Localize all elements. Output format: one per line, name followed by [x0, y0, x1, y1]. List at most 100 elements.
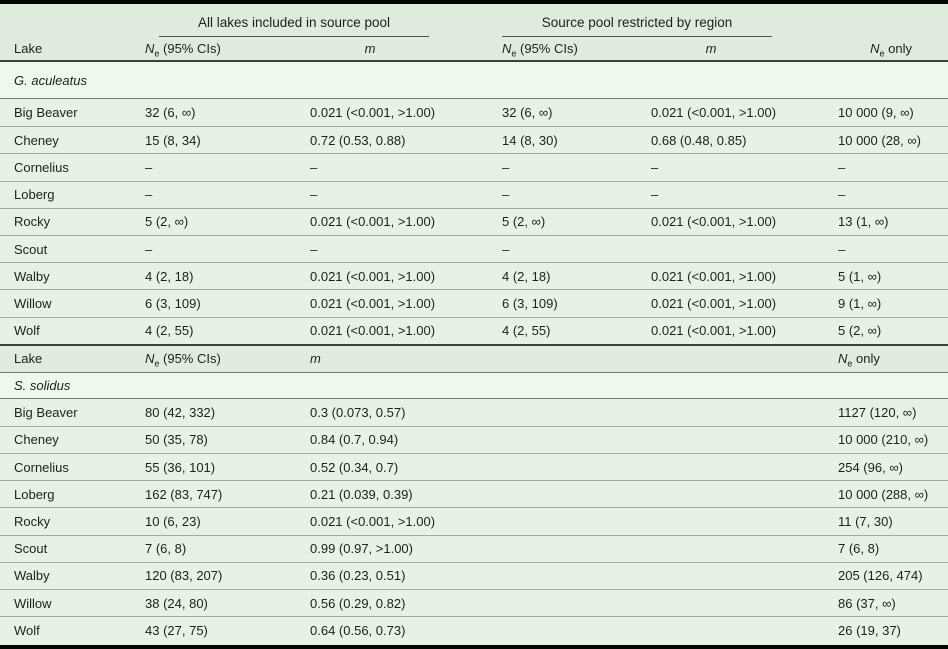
table-row: Willow 38 (24, 80) 0.56 (0.29, 0.82) 86 (37…: [0, 589, 948, 616]
mid-header-ne-only: Ne only: [838, 351, 880, 369]
cell-lake: Rocky: [14, 514, 51, 530]
cell-ne-region: 4 (2, 55): [502, 323, 551, 339]
second-header-row: Lake Ne (95% CIs) m Ne only: [0, 343, 948, 373]
cell-lake: Loberg: [14, 187, 55, 203]
cell-ne-region: 6 (3, 109): [502, 295, 558, 311]
cell-m-all: 0.021 (<0.001, >1.00): [310, 105, 436, 121]
cell-ne-all: 4 (2, 18): [145, 268, 194, 284]
cell-lake: Willow: [14, 595, 52, 611]
cell-ne-only: 11 (7, 30): [838, 514, 893, 530]
table-row: Walby 4 (2, 18) 0.021 (<0.001, >1.00) 4 (2,…: [0, 262, 948, 289]
table-row: Rocky 5 (2, ∞) 0.021 (<0.001, >1.00) 5 (2, …: [0, 207, 948, 235]
cell-ne-all: 4 (2, 55): [145, 323, 194, 339]
cell-m-all: 0.021 (<0.001, >1.00): [310, 323, 436, 339]
cell-ne-all: 10 (6, 23): [145, 514, 201, 530]
cell-ne-all: 5 (2, ∞): [145, 214, 189, 230]
table-row: Big Beaver 32 (6, ∞) 0.021 (<0.001, >1.00)…: [0, 99, 948, 126]
cell-m-region: –: [651, 187, 659, 203]
cell-ne-only: 10 000 (28, ∞): [838, 132, 921, 148]
cell-lake: Wolf: [14, 622, 40, 638]
cell-m-all: –: [310, 159, 318, 175]
table-row: Cheney 15 (8, 34) 0.72 (0.53, 0.88) 14 (8, …: [0, 126, 948, 153]
cell-ne-only: 254 (96, ∞): [838, 459, 903, 475]
cell-ne-region: –: [502, 159, 510, 175]
cell-m-all: 0.021 (<0.001, >1.00): [310, 295, 436, 311]
table-row: Loberg 162 (83, 747) 0.21 (0.039, 0.39) 10 …: [0, 480, 948, 507]
table-row: Loberg – – – – –: [0, 180, 948, 208]
cell-m-region: 0.021 (<0.001, >1.00): [651, 214, 777, 230]
table-row: Cheney 50 (35, 78) 0.84 (0.7, 0.94) 10 000 …: [0, 425, 948, 453]
cell-m-all: 0.21 (0.039, 0.39): [310, 486, 413, 502]
cell-lake: Loberg: [14, 486, 55, 502]
mid-header-ne: Ne (95% CIs): [145, 351, 221, 369]
cell-ne-only: 9 (1, ∞): [838, 295, 882, 311]
cell-ne-region: 14 (8, 30): [502, 132, 558, 148]
cell-m-all: 0.64 (0.56, 0.73): [310, 622, 406, 638]
cell-lake: Walby: [14, 268, 50, 284]
cell-m-region: –: [651, 159, 659, 175]
table-row: Cornelius – – – – –: [0, 153, 948, 180]
cell-m-all: 0.72 (0.53, 0.88): [310, 132, 406, 148]
column-header-ne-region: Ne (95% CIs): [502, 41, 578, 59]
results-table: All lakes included in source pool Source…: [0, 4, 948, 643]
cell-m-region: 0.68 (0.48, 0.85): [651, 132, 747, 148]
cell-m-all: 0.3 (0.073, 0.57): [310, 404, 406, 420]
table-header: All lakes included in source pool Source…: [0, 4, 948, 62]
cell-ne-all: 50 (35, 78): [145, 432, 208, 448]
cell-m-all: 0.021 (<0.001, >1.00): [310, 268, 436, 284]
cell-ne-only: 205 (126, 474): [838, 568, 923, 584]
cell-m-region: 0.021 (<0.001, >1.00): [651, 323, 777, 339]
cell-ne-all: 120 (83, 207): [145, 568, 223, 584]
cell-lake: Scout: [14, 241, 48, 257]
cell-lake: Cheney: [14, 132, 59, 148]
cell-m-region: 0.021 (<0.001, >1.00): [651, 105, 777, 121]
table-row: Rocky 10 (6, 23) 0.021 (<0.001, >1.00) 11 (…: [0, 507, 948, 534]
table-row: Walby 120 (83, 207) 0.36 (0.23, 0.51) 205 (…: [0, 561, 948, 589]
cell-ne-region: –: [502, 241, 510, 257]
cell-ne-region: 32 (6, ∞): [502, 105, 553, 121]
column-header-ne-only: Ne only: [870, 41, 912, 59]
cell-ne-only: 10 000 (210, ∞): [838, 432, 929, 448]
cell-lake: Willow: [14, 295, 52, 311]
mid-header-m: m: [310, 351, 321, 367]
column-header-m-region-label: m: [705, 41, 717, 56]
table-row: Scout 7 (6, 8) 0.99 (0.97, >1.00) 7 (6, 8): [0, 534, 948, 562]
cell-lake: Walby: [14, 568, 50, 584]
cell-m-all: 0.021 (<0.001, >1.00): [310, 514, 436, 530]
cell-ne-only: 10 000 (288, ∞): [838, 486, 929, 502]
column-header-ne-all: Ne (95% CIs): [145, 41, 221, 59]
table-bottom-rule: [0, 645, 948, 649]
column-header-m-region: m: [651, 41, 838, 56]
cell-m-all: –: [310, 187, 318, 203]
column-header-m-all-label: m: [364, 41, 376, 56]
species-row-s-solidus: S. solidus: [0, 372, 948, 399]
column-header-lake: Lake: [14, 41, 43, 56]
cell-ne-all: 162 (83, 747): [145, 486, 223, 502]
cell-lake: Cheney: [14, 432, 59, 448]
table-row: Wolf 43 (27, 75) 0.64 (0.56, 0.73) 26 (19, …: [0, 616, 948, 643]
cell-ne-only: 5 (1, ∞): [838, 268, 882, 284]
column-header-m-all: m: [310, 41, 502, 56]
cell-ne-only: –: [838, 187, 846, 203]
cell-ne-region: 4 (2, 18): [502, 268, 551, 284]
cell-ne-all: –: [145, 241, 153, 257]
cell-m-all: 0.84 (0.7, 0.94): [310, 432, 399, 448]
cell-ne-only: 7 (6, 8): [838, 541, 880, 557]
cell-ne-all: 80 (42, 332): [145, 404, 216, 420]
cell-m-all: 0.021 (<0.001, >1.00): [310, 214, 436, 230]
section-g-aculeatus-rows: Big Beaver 32 (6, ∞) 0.021 (<0.001, >1.00)…: [0, 99, 948, 344]
cell-ne-only: –: [838, 159, 846, 175]
group-header-restricted-label: Source pool restricted by region: [502, 15, 772, 37]
cell-ne-region: –: [502, 187, 510, 203]
cell-ne-all: 38 (24, 80): [145, 595, 208, 611]
cell-ne-only: 26 (19, 37): [838, 622, 901, 638]
cell-lake: Big Beaver: [14, 404, 78, 420]
cell-ne-only: 13 (1, ∞): [838, 214, 889, 230]
cell-ne-only: 86 (37, ∞): [838, 595, 896, 611]
cell-lake: Cornelius: [14, 159, 69, 175]
cell-m-all: 0.36 (0.23, 0.51): [310, 568, 406, 584]
table-row: Wolf 4 (2, 55) 0.021 (<0.001, >1.00) 4 (2, …: [0, 316, 948, 344]
table-row: Big Beaver 80 (42, 332) 0.3 (0.073, 0.57) 1…: [0, 399, 948, 426]
cell-m-region: 0.021 (<0.001, >1.00): [651, 268, 777, 284]
